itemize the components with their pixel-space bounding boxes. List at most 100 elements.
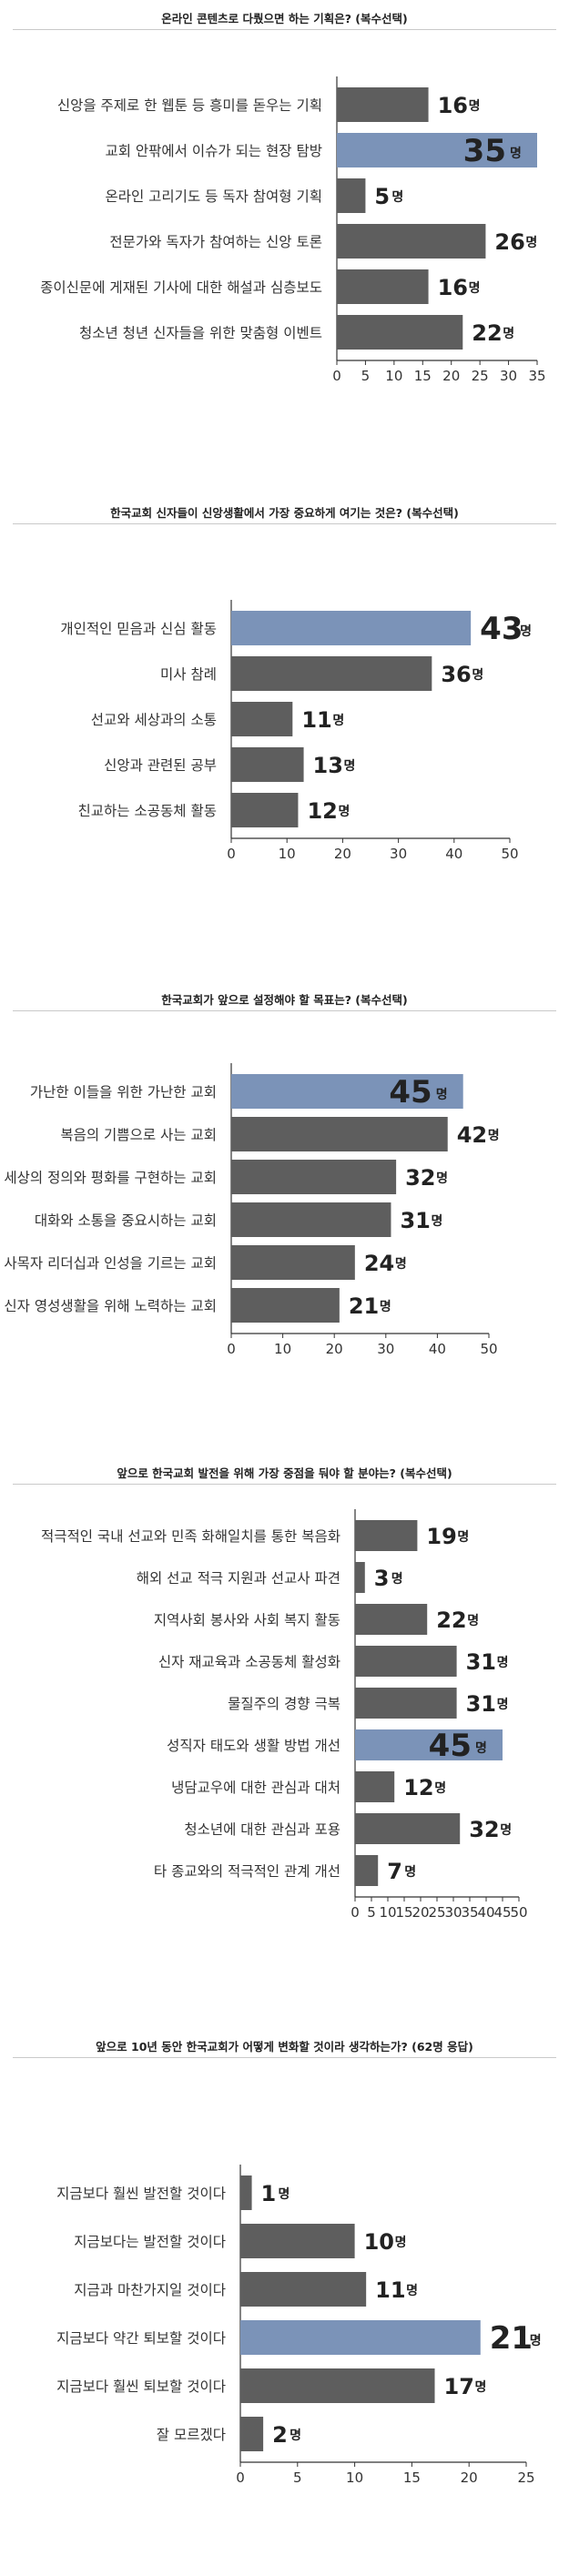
category-label: 지금보다 훨씬 퇴보할 것이다 [56,2378,226,2395]
bar-value-unit: 명 [436,1087,448,1102]
highlight-bar [355,1729,503,1760]
bar-value-unit: 명 [530,2333,542,2348]
bar-value-label: 19 [426,1524,456,1549]
chart-title: 앞으로 한국교회 발전을 위해 가장 중점을 둬야 할 분야는? (복수선택) [117,1466,452,1480]
x-tick-label: 35 [461,1904,478,1921]
x-tick-label: 10 [279,846,296,862]
category-label: 지역사회 봉사와 사회 복지 활동 [154,1612,340,1628]
bar [231,793,299,827]
x-tick-label: 20 [461,2470,478,2486]
bar-value-unit: 명 [279,2186,290,2202]
bar [355,1604,428,1635]
category-label: 신자 영성생활을 위해 노력하는 교회 [4,1298,217,1314]
category-label: 청소년에 대한 관심과 포용 [184,1821,340,1838]
x-tick-label: 40 [429,1341,446,1357]
title-divider [13,1010,556,1011]
category-label: 온라인 고리기도 등 독자 참여형 기획 [105,188,322,205]
bar-value-unit: 명 [457,1529,469,1545]
bar-value-label: 31 [466,1691,496,1717]
chart-panel-3: 한국교회가 앞으로 설정해야 할 목표는? (복수선택) 0 10 20 30 40 50 가… [0,983,569,1384]
bar [231,656,432,691]
chart-panel-5: 앞으로 10년 동안 한국교회가 어떻게 변화할 것이라 생각하는가? (62명… [0,2030,569,2576]
highlight-bar [231,611,472,645]
x-tick-label: 25 [472,368,489,384]
bar [240,2368,435,2403]
bar-value-label: 17 [444,2374,474,2399]
x-tick-label: 30 [444,1904,462,1921]
bar-value-unit: 명 [472,667,483,683]
bar [337,224,486,259]
x-tick-label: 40 [445,846,462,862]
bar-value-unit: 명 [488,1128,500,1143]
bar-value-unit: 명 [497,1697,509,1712]
category-label: 세상의 정의와 평화를 구현하는 교회 [4,1170,217,1186]
bar [337,315,463,350]
x-tick-label: 0 [351,1904,360,1921]
bar-value-unit: 명 [431,1213,442,1229]
bar-value-label: 31 [400,1208,430,1233]
category-label: 적극적인 국내 선교와 민족 화해일치를 통한 복음화 [41,1528,340,1545]
highlight-bar [337,133,537,167]
category-label: 신앙과 관련된 공부 [104,757,217,774]
bar-value-unit: 명 [391,1571,403,1587]
bar-value-unit: 명 [391,189,403,205]
bar-value-unit: 명 [503,326,514,341]
bar [337,269,429,304]
bar-value-unit: 명 [434,1780,446,1796]
bar-value-unit: 명 [475,1740,487,1756]
x-tick-label: 10 [379,1904,396,1921]
x-tick-label: 5 [361,368,371,384]
category-label: 개인적인 믿음과 신심 활동 [60,621,217,637]
bar-value-unit: 명 [436,1171,448,1186]
bar-value-unit: 명 [497,1655,509,1670]
x-tick-label: 5 [293,2470,302,2486]
highlight-bar [231,1074,463,1109]
x-tick-label: 25 [517,2470,534,2486]
bar [231,747,304,782]
category-label: 사목자 리더십과 인성을 기르는 교회 [4,1255,217,1272]
bar-value-unit: 명 [475,2379,487,2395]
bar [240,2417,264,2451]
bar [355,1813,461,1844]
x-tick-label: 0 [227,1341,236,1357]
chart-panel-2: 한국교회 신자들이 신앙생활에서 가장 중요하게 여기는 것은? (복수선택) 0… [0,496,569,895]
bar-value-unit: 명 [290,2428,301,2443]
bar-value-unit: 명 [344,758,356,774]
chart-panel-4: 앞으로 한국교회 발전을 위해 가장 중점을 둬야 할 분야는? (복수선택) 0… [0,1456,569,1966]
bar-value-label: 42 [457,1122,487,1148]
x-tick-label: 45 [493,1904,511,1921]
category-label: 복음의 기쁨으로 사는 교회 [60,1127,217,1143]
bar-value-unit: 명 [404,1864,416,1880]
bar [231,1117,448,1151]
bar [240,2272,367,2307]
chart-title: 앞으로 10년 동안 한국교회가 어떻게 변화할 것이라 생각하는가? (62명… [96,2040,473,2054]
x-tick-label: 25 [428,1904,445,1921]
x-tick-label: 40 [477,1904,494,1921]
bar-value-unit: 명 [520,624,532,639]
bar-value-label: 12 [403,1775,433,1800]
x-tick-label: 20 [442,368,460,384]
x-tick-label: 15 [395,1904,412,1921]
bar-value-label: 7 [387,1859,402,1884]
bar-value-unit: 명 [525,235,537,250]
x-tick-label: 50 [480,1341,497,1357]
x-tick-label: 30 [377,1341,394,1357]
x-tick-label: 0 [227,846,236,862]
bar [355,1771,395,1802]
title-divider [13,523,556,524]
category-label: 지금보다 훨씬 발전할 것이다 [56,2186,226,2202]
bar [355,1646,457,1677]
x-tick-label: 0 [236,2470,245,2486]
x-tick-label: 10 [274,1341,291,1357]
chart-title: 한국교회 신자들이 신앙생활에서 가장 중요하게 여기는 것은? (복수선택) [110,506,459,520]
category-label: 물질주의 경향 극복 [228,1696,340,1712]
bar-value-label: 16 [438,93,468,118]
bar-value-label: 12 [307,798,337,824]
bar-value-unit: 명 [338,804,350,819]
bar-value-label: 32 [469,1817,499,1842]
category-label: 냉담교우에 대한 관심과 대처 [171,1780,340,1796]
x-tick-label: 0 [332,368,341,384]
bar-value-unit: 명 [469,280,481,296]
